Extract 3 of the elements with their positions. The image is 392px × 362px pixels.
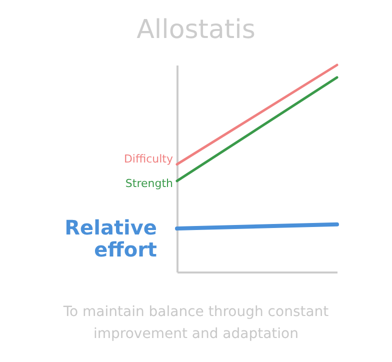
series-label: Strength (125, 176, 174, 190)
series-label: Relative effort (64, 216, 158, 262)
series-label: Difficulty (124, 152, 174, 166)
